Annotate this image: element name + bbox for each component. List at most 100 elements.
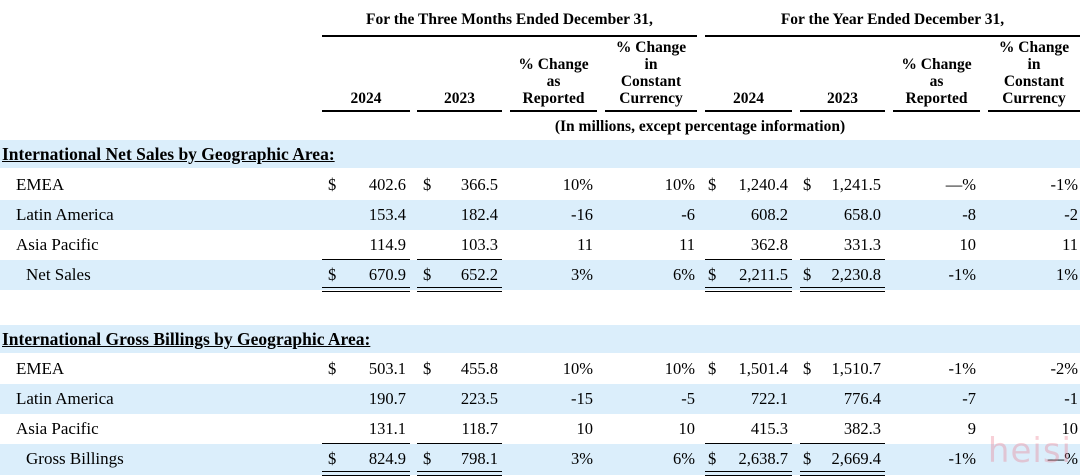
currency-symbol: $ <box>708 449 717 468</box>
column-header-line: 2024 <box>733 90 764 107</box>
row-label: Asia Pacific <box>16 419 99 438</box>
row-label: Latin America <box>16 389 114 408</box>
table-cell: -8 <box>962 205 976 224</box>
table-cell: 223.5 <box>460 389 498 408</box>
column-header-line: 2023 <box>827 90 858 107</box>
watermark: heisi <box>987 431 1072 471</box>
currency-symbol: $ <box>423 175 432 194</box>
subtotal-rule <box>705 259 792 260</box>
section-title-net-sales: International Net Sales by Geographic Ar… <box>2 144 335 164</box>
row-label: Net Sales <box>26 265 91 284</box>
table-cell: 11 <box>679 235 695 254</box>
table-cell: 190.7 <box>368 389 406 408</box>
table-cell: 103.3 <box>460 235 498 254</box>
currency-symbol: $ <box>803 175 812 194</box>
row-label: EMEA <box>16 359 65 378</box>
table-cell: -15 <box>571 389 593 408</box>
column-header-rule <box>705 110 792 112</box>
column-header-line: % Change <box>901 56 972 73</box>
table-cell: 131.1 <box>368 419 406 438</box>
column-header-rule <box>510 110 597 112</box>
currency-symbol: $ <box>803 265 812 284</box>
header-group-year-rule <box>705 35 1080 37</box>
column-header-rule <box>800 110 885 112</box>
currency-symbol: $ <box>423 359 432 378</box>
total-double-rule <box>417 471 502 476</box>
table-cell: 10 <box>1061 419 1079 438</box>
table-cell: 1,501.4 <box>738 359 789 378</box>
header-group-quarter: For the Three Months Ended December 31, <box>366 11 653 28</box>
currency-symbol: $ <box>803 449 812 468</box>
column-header-line: as <box>546 73 561 90</box>
table-cell: 10 <box>678 419 696 438</box>
table-cell: 455.8 <box>460 359 498 378</box>
table-cell: 658.0 <box>843 205 881 224</box>
table-cell: 2,638.7 <box>738 449 789 468</box>
table-cell: -1% <box>948 359 977 378</box>
table-cell: -1% <box>948 449 977 468</box>
table-cell: 10% <box>562 175 593 194</box>
table-cell: 652.2 <box>460 265 498 284</box>
row-label: EMEA <box>16 175 65 194</box>
table-cell: 10% <box>562 359 593 378</box>
column-header-line: Currency <box>1002 90 1066 107</box>
table-cell: -7 <box>962 389 976 408</box>
table-cell: 6% <box>673 449 695 468</box>
table-cell: 331.3 <box>843 235 881 254</box>
table-cell: 2,669.4 <box>831 449 882 468</box>
table-cell: 153.4 <box>368 205 406 224</box>
table-cell: —% <box>945 175 976 194</box>
currency-symbol: $ <box>328 265 337 284</box>
table-cell: 1,240.4 <box>738 175 789 194</box>
column-header-line: in <box>644 56 658 73</box>
column-header-rule <box>893 110 980 112</box>
column-header-line: % Change <box>518 56 589 73</box>
currency-symbol: $ <box>708 359 717 378</box>
currency-symbol: $ <box>328 359 337 378</box>
table-cell: 776.4 <box>843 389 881 408</box>
currency-symbol: $ <box>708 175 717 194</box>
column-header-line: Currency <box>619 90 683 107</box>
table-cell: -2% <box>1050 359 1079 378</box>
column-header-line: Constant <box>620 73 682 90</box>
table-cell: 402.6 <box>368 175 406 194</box>
header-group-quarter-rule <box>322 35 697 37</box>
table-cell: 1,241.5 <box>831 175 882 194</box>
row-band <box>0 444 1080 475</box>
table-cell: 3% <box>571 449 593 468</box>
table-cell: 722.1 <box>750 389 788 408</box>
table-cell: 10 <box>576 419 594 438</box>
total-double-rule <box>417 287 502 292</box>
table-cell: 2,230.8 <box>831 265 882 284</box>
table-cell: -1% <box>1050 175 1079 194</box>
total-double-rule <box>705 471 792 476</box>
subtotal-rule <box>705 443 792 444</box>
total-double-rule <box>800 287 885 292</box>
subtotal-rule <box>800 259 885 260</box>
table-cell: -5 <box>681 389 695 408</box>
table-cell: 10 <box>959 235 977 254</box>
table-cell: 10% <box>664 175 695 194</box>
section-band-gross-billings <box>0 325 1080 353</box>
table-cell: -6 <box>681 205 695 224</box>
total-double-rule <box>322 287 410 292</box>
column-header-rule <box>605 110 697 112</box>
currency-symbol: $ <box>423 449 432 468</box>
units-note: (In millions, except percentage informat… <box>554 118 846 135</box>
section-title-gross-billings: International Gross Billings by Geograph… <box>2 329 371 349</box>
table-cell: 415.3 <box>750 419 788 438</box>
row-label: Asia Pacific <box>16 235 99 254</box>
total-double-rule <box>800 471 885 476</box>
column-header-line: % Change <box>998 39 1070 56</box>
currency-symbol: $ <box>803 359 812 378</box>
table-cell: 366.5 <box>460 175 498 194</box>
column-header-line: % Change <box>615 39 687 56</box>
column-header-line: 2023 <box>444 90 475 107</box>
table-cell: 118.7 <box>461 419 498 438</box>
currency-symbol: $ <box>423 265 432 284</box>
subtotal-rule <box>417 259 502 260</box>
row-label: Gross Billings <box>26 449 124 468</box>
column-header-rule <box>988 110 1080 112</box>
subtotal-rule <box>322 443 410 444</box>
table-cell: 114.9 <box>369 235 406 254</box>
